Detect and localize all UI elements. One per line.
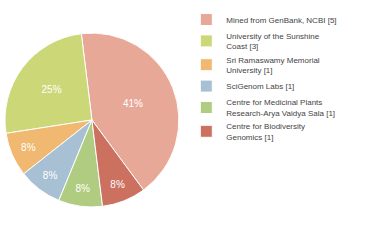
svg-text:8%: 8% bbox=[43, 170, 58, 181]
svg-text:41%: 41% bbox=[123, 98, 143, 109]
svg-text:8%: 8% bbox=[110, 179, 125, 190]
svg-text:8%: 8% bbox=[21, 142, 36, 153]
svg-text:Sri Ramaswamy MemorialUniversi: Sri Ramaswamy MemorialUniversity [1] bbox=[226, 56, 320, 75]
svg-text:25%: 25% bbox=[42, 84, 62, 95]
svg-text:8%: 8% bbox=[75, 183, 90, 194]
svg-text:SciGenom Labs [1]: SciGenom Labs [1] bbox=[226, 82, 294, 91]
svg-text:Centre for Medicinal PlantsRes: Centre for Medicinal PlantsResearch-Arya… bbox=[226, 98, 335, 117]
svg-text:Centre for BiodiversityGenomic: Centre for BiodiversityGenomics [1] bbox=[226, 122, 305, 141]
svg-text:Mined from GenBank, NCBI [5]: Mined from GenBank, NCBI [5] bbox=[226, 16, 336, 25]
svg-text:University of the SunshineCoas: University of the SunshineCoast [3] bbox=[226, 32, 319, 51]
